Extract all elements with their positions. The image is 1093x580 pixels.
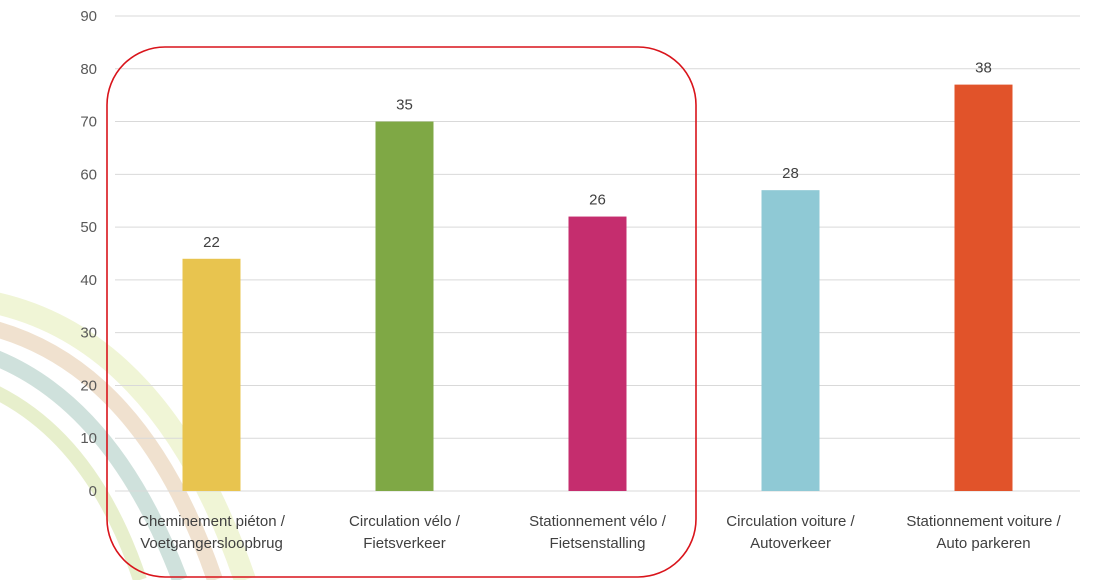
data-label: 35 <box>396 97 413 114</box>
y-tick-label: 90 <box>80 8 97 25</box>
x-tick-label: Auto parkeren <box>936 535 1030 552</box>
y-tick-label: 70 <box>80 114 97 131</box>
y-tick-label: 80 <box>80 61 97 78</box>
data-label: 38 <box>975 60 992 77</box>
x-tick-label: Stationnement voiture / <box>906 513 1061 530</box>
y-tick-label: 0 <box>89 483 97 500</box>
bar-5 <box>954 84 1013 491</box>
y-tick-label: 40 <box>80 272 97 289</box>
x-tick-label: Stationnement vélo / <box>529 513 667 530</box>
x-axis: Cheminement piéton / Voetgangersloopbrug C… <box>138 513 1061 552</box>
bars <box>182 84 1013 492</box>
y-axis: 0 10 20 30 40 50 60 70 80 90 <box>80 8 97 500</box>
data-label: 26 <box>589 192 606 209</box>
data-label: 28 <box>782 165 799 182</box>
y-tick-label: 60 <box>80 166 97 183</box>
x-tick-label: Autoverkeer <box>750 535 831 552</box>
x-tick-label: Circulation vélo / <box>349 513 461 530</box>
y-tick-label: 50 <box>80 219 97 236</box>
y-tick-label: 10 <box>80 430 97 447</box>
bar-3 <box>568 216 627 492</box>
bar-4 <box>761 190 820 491</box>
y-tick-label: 20 <box>80 377 97 394</box>
x-tick-label: Fietsenstalling <box>550 535 646 552</box>
x-tick-label: Cheminement piéton / <box>138 513 286 530</box>
bar-2 <box>375 121 434 492</box>
highlight-box <box>106 46 697 578</box>
x-tick-label: Fietsverkeer <box>363 535 446 552</box>
data-label: 22 <box>203 234 220 251</box>
x-tick-label: Circulation voiture / <box>726 513 855 530</box>
bar-1 <box>182 258 241 491</box>
data-labels: 22 35 26 28 38 <box>203 60 992 251</box>
y-tick-label: 30 <box>80 325 97 342</box>
x-tick-label: Voetgangersloopbrug <box>140 535 283 552</box>
